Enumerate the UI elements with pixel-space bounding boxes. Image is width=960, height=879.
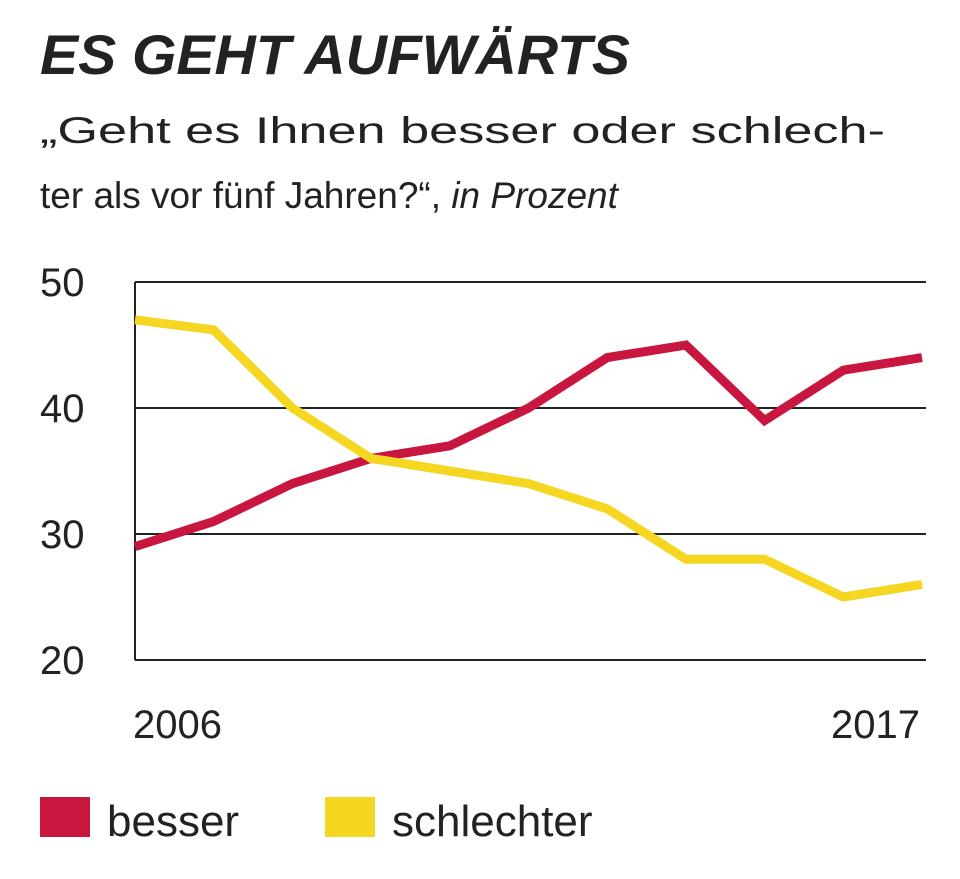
x-tick-label: 2006 [133, 703, 222, 747]
legend-swatch [325, 797, 375, 837]
legend-swatch [40, 797, 90, 837]
legend-label: besser [107, 797, 239, 846]
subtitle-unit: in Prozent [451, 175, 619, 216]
legend-label: schlechter [392, 797, 593, 846]
chart-title: ES GEHT AUFWÄRTS [40, 23, 630, 86]
y-tick-label: 50 [40, 261, 85, 305]
line [134, 315, 923, 602]
subtitle: ter als vor fünf Jahren?“, in Prozent [40, 175, 620, 216]
line [133, 340, 923, 551]
subtitle-line: ter als vor fünf Jahren?“, [40, 175, 451, 216]
y-tick-label: 30 [40, 513, 85, 557]
subtitle: „Geht es Ihnen besser oder schlech- [40, 110, 885, 151]
x-tick-label: 2017 [831, 703, 920, 747]
y-tick-label: 40 [40, 387, 85, 431]
y-tick-label: 20 [40, 639, 85, 683]
